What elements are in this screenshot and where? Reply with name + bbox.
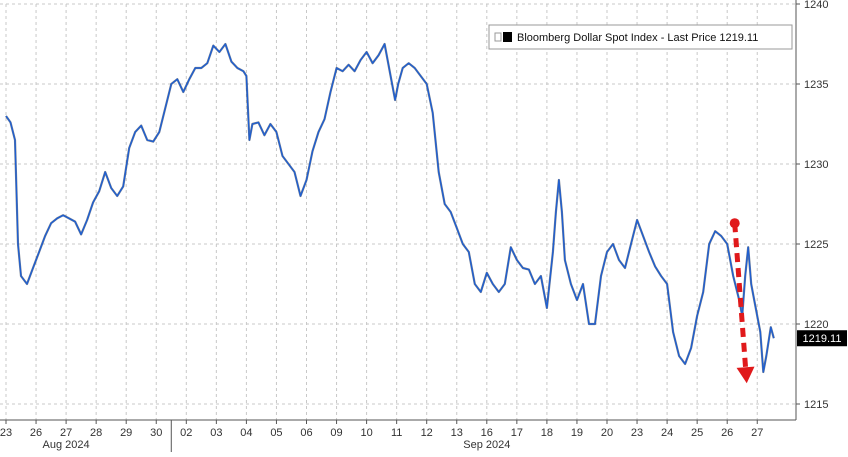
y-tick-label: 1225 <box>804 239 828 251</box>
y-tick-label: 1220 <box>804 319 828 331</box>
legend-swatch <box>503 32 512 42</box>
month-label: Aug 2024 <box>43 439 90 451</box>
x-tick-label: 27 <box>60 427 72 439</box>
x-tick-label: 24 <box>661 427 673 439</box>
x-tick-label: 04 <box>240 427 252 439</box>
x-tick-label: 23 <box>0 427 12 439</box>
legend-checkbox-icon <box>494 32 502 42</box>
annotation-arrow-shaft <box>732 223 749 368</box>
x-tick-label: 20 <box>601 427 613 439</box>
annotation-arrow-head <box>736 366 755 384</box>
x-tick-label: 23 <box>631 427 643 439</box>
x-tick-label: 05 <box>270 427 282 439</box>
x-tick-label: 26 <box>721 427 733 439</box>
last-price-tag-text: 1219.11 <box>803 333 842 345</box>
y-tick-label: 1230 <box>804 159 828 171</box>
x-tick-label: 13 <box>451 427 463 439</box>
x-tick-label: 19 <box>571 427 583 439</box>
x-tick-label: 11 <box>391 427 402 439</box>
series-line <box>5 43 775 373</box>
annotation-arrow-start <box>729 218 740 229</box>
y-tick-label: 1235 <box>804 79 828 91</box>
legend-box <box>488 24 793 50</box>
x-tick-label: 06 <box>300 427 312 439</box>
x-tick-label: 30 <box>150 427 162 439</box>
x-tick-label: 10 <box>360 427 372 439</box>
last-price-tag <box>797 330 847 347</box>
x-tick-label: 26 <box>30 427 42 439</box>
series-line-shadow <box>5 42 775 374</box>
x-tick-label: 28 <box>90 427 102 439</box>
x-tick-label: 25 <box>691 427 703 439</box>
x-tick-label: 29 <box>120 427 132 439</box>
legend-label: Bloomberg Dollar Spot Index - Last Price… <box>517 32 758 44</box>
x-tick-label: 03 <box>210 427 222 439</box>
x-tick-label: 12 <box>421 427 433 439</box>
x-tick-label: 09 <box>330 427 342 439</box>
y-tick-label: 1215 <box>804 399 828 411</box>
x-tick-label: 18 <box>541 427 553 439</box>
x-tick-label: 17 <box>511 427 523 439</box>
x-tick-label: 02 <box>180 427 192 439</box>
x-tick-label: 16 <box>481 427 493 439</box>
x-tick-label: 27 <box>751 427 763 439</box>
y-tick-label: 1240 <box>804 0 828 11</box>
month-label: Sep 2024 <box>463 439 510 451</box>
